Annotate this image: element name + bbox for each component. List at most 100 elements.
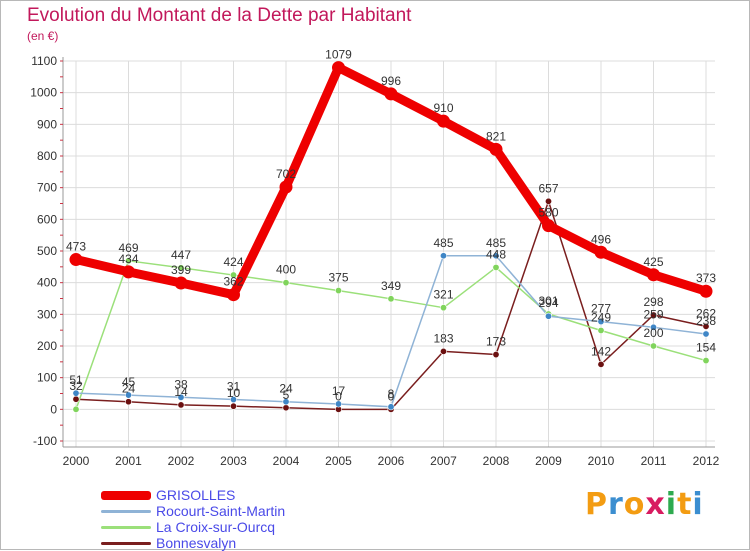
data-point (492, 252, 500, 260)
y-tick-label: 100 (37, 371, 57, 385)
data-label: 996 (381, 74, 401, 88)
data-label: 469 (118, 241, 138, 255)
data-label: 321 (433, 288, 453, 302)
data-point (69, 253, 83, 267)
y-tick-label: -100 (33, 434, 57, 448)
data-label: 473 (66, 240, 86, 254)
y-tick-label: 1100 (31, 54, 57, 68)
x-tick-label: 2000 (63, 454, 90, 468)
data-label: 38 (174, 377, 188, 391)
data-label: 373 (696, 271, 716, 285)
y-tick-label: 500 (37, 244, 57, 258)
data-point (125, 257, 133, 265)
data-point (332, 61, 345, 75)
data-label: 485 (486, 236, 506, 250)
x-tick-label: 2007 (430, 454, 457, 468)
data-point (489, 142, 503, 156)
data-point (492, 263, 500, 271)
data-point (647, 268, 660, 282)
data-label: 0 (335, 389, 342, 403)
data-label: 24 (279, 382, 293, 396)
x-tick-label: 2012 (693, 454, 720, 468)
legend-label: La Croix-sur-Ourcq (156, 519, 276, 535)
data-point (649, 342, 657, 350)
legend-swatch (101, 510, 151, 513)
data-point (387, 295, 395, 303)
data-label: 362 (223, 275, 243, 289)
data-label: 910 (433, 101, 453, 115)
y-tick-label: 1000 (30, 86, 57, 100)
data-label: 45 (122, 375, 136, 389)
data-label: 5 (283, 388, 290, 402)
data-point (649, 323, 657, 331)
data-point (439, 252, 447, 260)
data-point (384, 87, 398, 101)
legend-swatch (101, 526, 151, 529)
data-label: 262 (696, 306, 716, 320)
x-tick-label: 2004 (273, 454, 300, 468)
data-point (439, 347, 447, 355)
data-point (597, 360, 605, 368)
logo-letter: t (677, 487, 693, 522)
x-tick-label: 2001 (115, 454, 142, 468)
data-point (72, 405, 80, 413)
data-point (177, 401, 185, 409)
data-point (125, 398, 133, 406)
data-label: 821 (486, 129, 506, 143)
legend-item-grisolles: GRISOLLES (101, 487, 361, 503)
y-tick-label: 600 (37, 212, 57, 226)
data-point (437, 114, 450, 128)
logo-letter: i (692, 487, 704, 522)
data-label: 702 (276, 167, 296, 181)
data-label: 17 (332, 384, 346, 398)
data-point (702, 357, 710, 365)
data-label: 301 (538, 294, 558, 308)
data-label: 14 (174, 385, 188, 399)
x-tick-label: 2010 (588, 454, 615, 468)
x-tick-label: 2008 (483, 454, 510, 468)
data-point (702, 322, 710, 330)
x-tick-label: 2002 (168, 454, 195, 468)
data-point (282, 279, 290, 287)
data-label: 8 (388, 387, 395, 401)
data-point (122, 265, 135, 279)
logo-letter: P (585, 487, 608, 522)
data-label: 31 (227, 380, 241, 394)
data-label: 399 (171, 263, 191, 277)
data-label: 400 (276, 263, 296, 277)
data-point (279, 180, 293, 194)
data-label: 425 (643, 255, 663, 269)
data-point (699, 284, 713, 298)
data-label: 10 (227, 386, 241, 400)
legend-item-bonnesvalyn: Bonnesvalyn (101, 535, 361, 551)
y-tick-label: 800 (37, 149, 57, 163)
x-tick-label: 2009 (535, 454, 562, 468)
data-label: 298 (643, 295, 663, 309)
logo-letter: x (645, 487, 666, 522)
data-point (387, 403, 395, 411)
data-label: 183 (433, 331, 453, 345)
data-label: 51 (69, 373, 83, 387)
data-label: 154 (696, 341, 716, 355)
data-point (544, 312, 552, 320)
data-label: 259 (643, 307, 663, 321)
data-point (230, 402, 238, 410)
chart-legend: GRISOLLES Rocourt-Saint-Martin La Croix-… (101, 487, 361, 551)
logo-letter: r (608, 487, 624, 522)
data-point (125, 391, 133, 399)
legend-label: Bonnesvalyn (156, 535, 237, 551)
data-label: 485 (433, 236, 453, 250)
y-tick-label: 200 (37, 339, 57, 353)
legend-item-rocourt-saint-martin: Rocourt-Saint-Martin (101, 503, 361, 519)
x-tick-label: 2005 (325, 454, 352, 468)
data-label: 277 (591, 302, 611, 316)
data-label: 294 (538, 296, 558, 310)
y-tick-label: 0 (50, 402, 57, 416)
data-label: 0 (388, 389, 395, 403)
data-point (597, 326, 605, 334)
x-tick-label: 2003 (220, 454, 247, 468)
data-point (492, 351, 500, 359)
data-point (177, 264, 185, 272)
data-point (230, 396, 238, 404)
